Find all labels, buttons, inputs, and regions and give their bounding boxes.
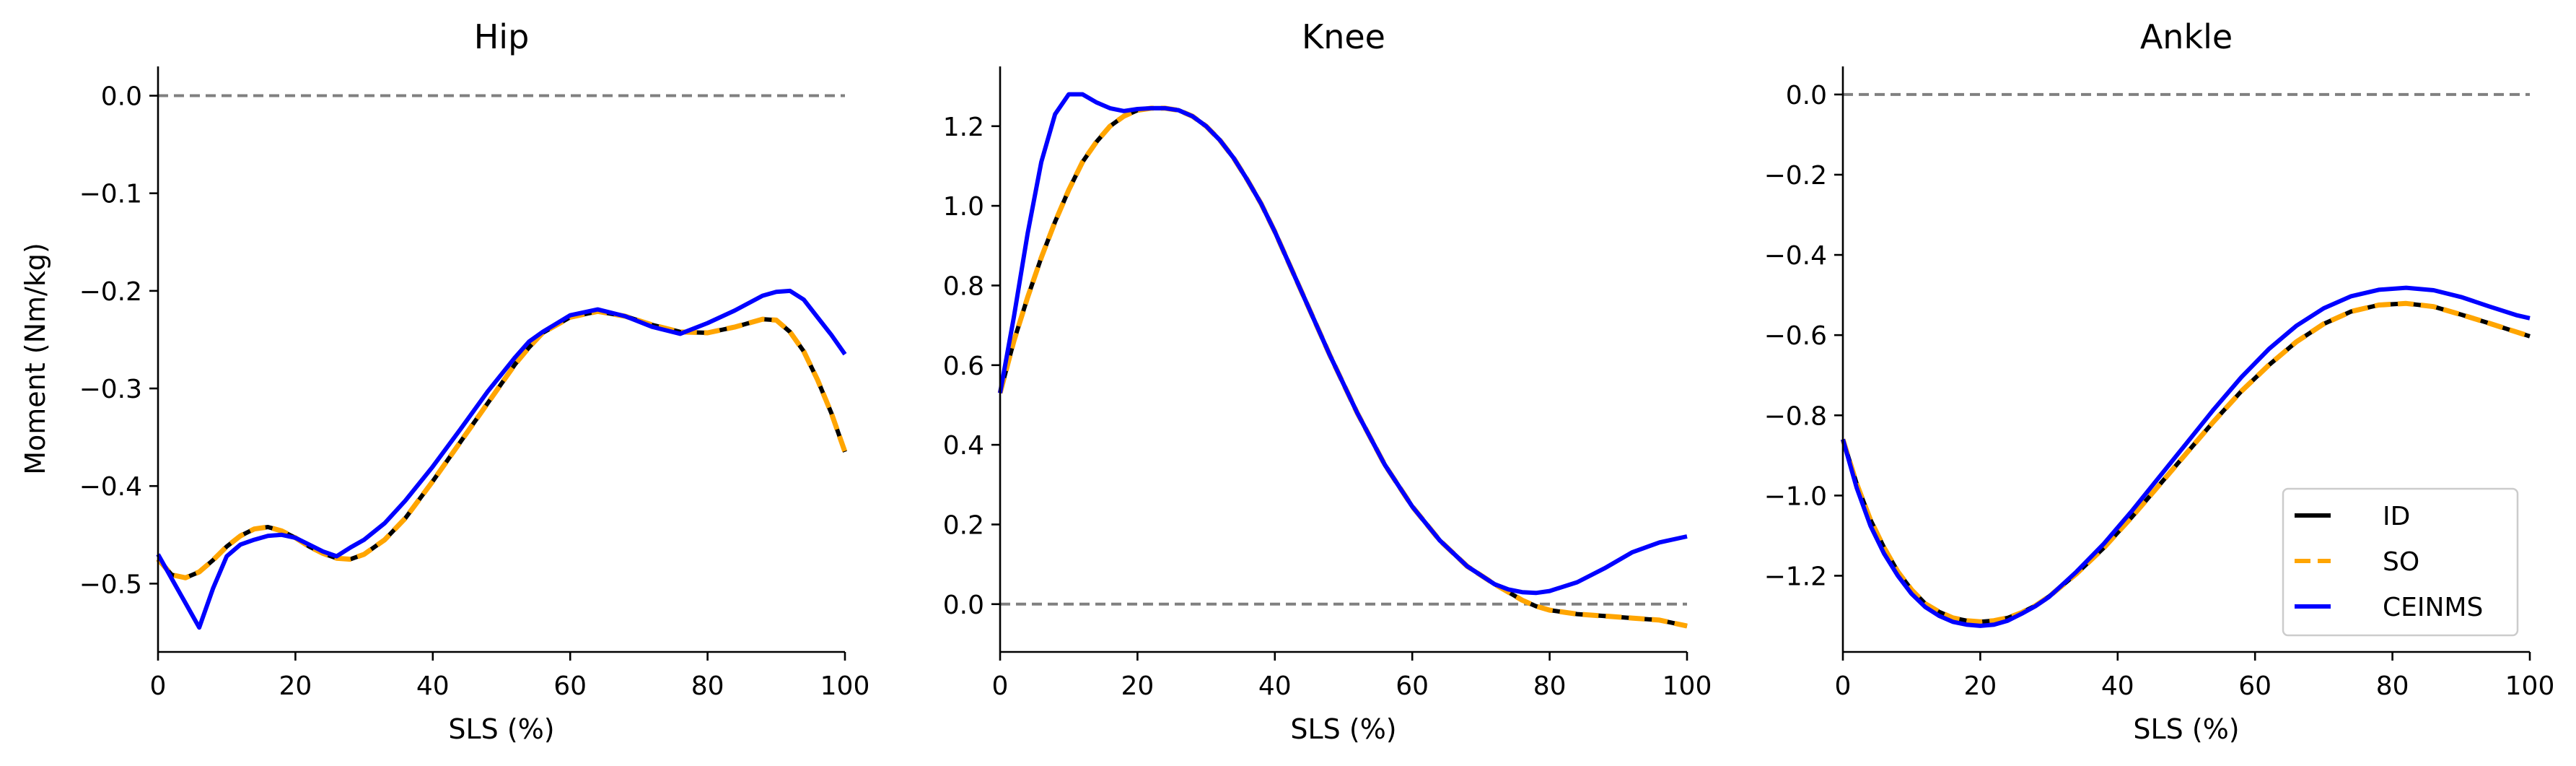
legend: ID SO CEINMS [2282, 487, 2519, 637]
x-tick-label: 0 [150, 671, 167, 701]
panel-title-knee: Knee [1302, 17, 1385, 56]
y-tick-label: 0.4 [943, 431, 984, 461]
y-tick-label: 0.6 [943, 352, 984, 381]
y-ticks-knee: 0.0 0.2 0.4 0.6 0.8 1.0 1.2 [943, 113, 1000, 620]
y-tick-label: 0.0 [1786, 81, 1827, 110]
x-tick-label: 100 [820, 671, 870, 701]
x-tick-label: 100 [2505, 671, 2555, 701]
x-ticks-hip: 0 20 40 60 80 100 [150, 652, 870, 701]
series-layer-ankle [1840, 285, 2531, 628]
y-tick-label: −0.2 [1764, 161, 1827, 191]
panel-title-hip: Hip [474, 17, 530, 56]
x-tick-label: 20 [279, 671, 312, 701]
y-tick-label: 0.0 [943, 591, 984, 620]
y-tick-label: −0.4 [1764, 241, 1827, 271]
x-axis-label-knee: SLS (%) [1290, 713, 1396, 745]
y-tick-label: −0.5 [79, 570, 142, 599]
panel-knee: Knee 0 20 40 60 80 100 0.0 0.2 0.4 0.6 0… [943, 17, 1712, 745]
y-tick-label: −0.3 [79, 375, 142, 404]
legend-frame [2282, 487, 2519, 637]
legend-label-ceinms: CEINMS [2383, 593, 2483, 622]
x-tick-label: 100 [1662, 671, 1712, 701]
y-tick-label: −1.0 [1764, 482, 1827, 511]
y-tick-label: 0.8 [943, 271, 984, 301]
panel-title-ankle: Ankle [2140, 17, 2233, 56]
legend-label-id: ID [2383, 502, 2410, 531]
y-tick-label: 0.2 [943, 510, 984, 540]
x-tick-label: 20 [1963, 671, 1997, 701]
y-tick-label: 0.0 [101, 82, 142, 112]
x-tick-label: 80 [691, 671, 724, 701]
x-ticks-ankle: 0 20 40 60 80 100 [1835, 652, 2555, 701]
x-tick-label: 40 [2101, 671, 2134, 701]
y-tick-label: −0.4 [79, 472, 142, 502]
y-ticks-hip: 0.0 −0.1 −0.2 −0.3 −0.4 −0.5 [79, 82, 158, 599]
x-tick-label: 80 [2376, 671, 2409, 701]
x-tick-label: 40 [1258, 671, 1292, 701]
x-axis-label-hip: SLS (%) [448, 713, 554, 745]
series-layer-hip [156, 288, 848, 630]
y-tick-label: −0.1 [79, 180, 142, 209]
y-ticks-ankle: 0.0 −0.2 −0.4 −0.6 −0.8 −1.0 −1.2 [1764, 81, 1843, 591]
x-axis-label-ankle: SLS (%) [2133, 713, 2239, 745]
series-line-ceinms-knee [998, 92, 1688, 596]
x-tick-label: 0 [1835, 671, 1852, 701]
series-line-ceinms-hip [156, 288, 847, 630]
y-tick-label: −0.6 [1764, 321, 1827, 351]
y-tick-label: −1.2 [1764, 562, 1827, 591]
x-tick-label: 80 [1533, 671, 1567, 701]
series-layer-knee [997, 92, 1688, 629]
x-tick-label: 0 [992, 671, 1009, 701]
x-tick-label: 60 [2238, 671, 2271, 701]
y-tick-label: −0.8 [1764, 401, 1827, 431]
x-tick-label: 60 [1396, 671, 1429, 701]
x-tick-label: 60 [553, 671, 587, 701]
panel-ankle: Ankle 0 20 40 60 80 100 0.0 −0.2 −0.4 −0… [1764, 17, 2555, 745]
x-ticks-knee: 0 20 40 60 80 100 [992, 652, 1712, 701]
y-axis-label: Moment (Nm/kg) [19, 243, 51, 475]
y-tick-label: 1.2 [943, 113, 984, 142]
panel-hip: Hip 0 20 40 60 80 100 0.0 −0.1 −0.2 −0.3… [19, 17, 869, 745]
x-tick-label: 40 [416, 671, 450, 701]
y-tick-label: 1.0 [943, 192, 984, 222]
y-tick-label: −0.2 [79, 277, 142, 307]
legend-label-so: SO [2383, 547, 2419, 577]
series-line-so-hip [156, 308, 848, 580]
x-tick-label: 20 [1121, 671, 1154, 701]
series-line-ceinms-ankle [1841, 285, 2531, 628]
